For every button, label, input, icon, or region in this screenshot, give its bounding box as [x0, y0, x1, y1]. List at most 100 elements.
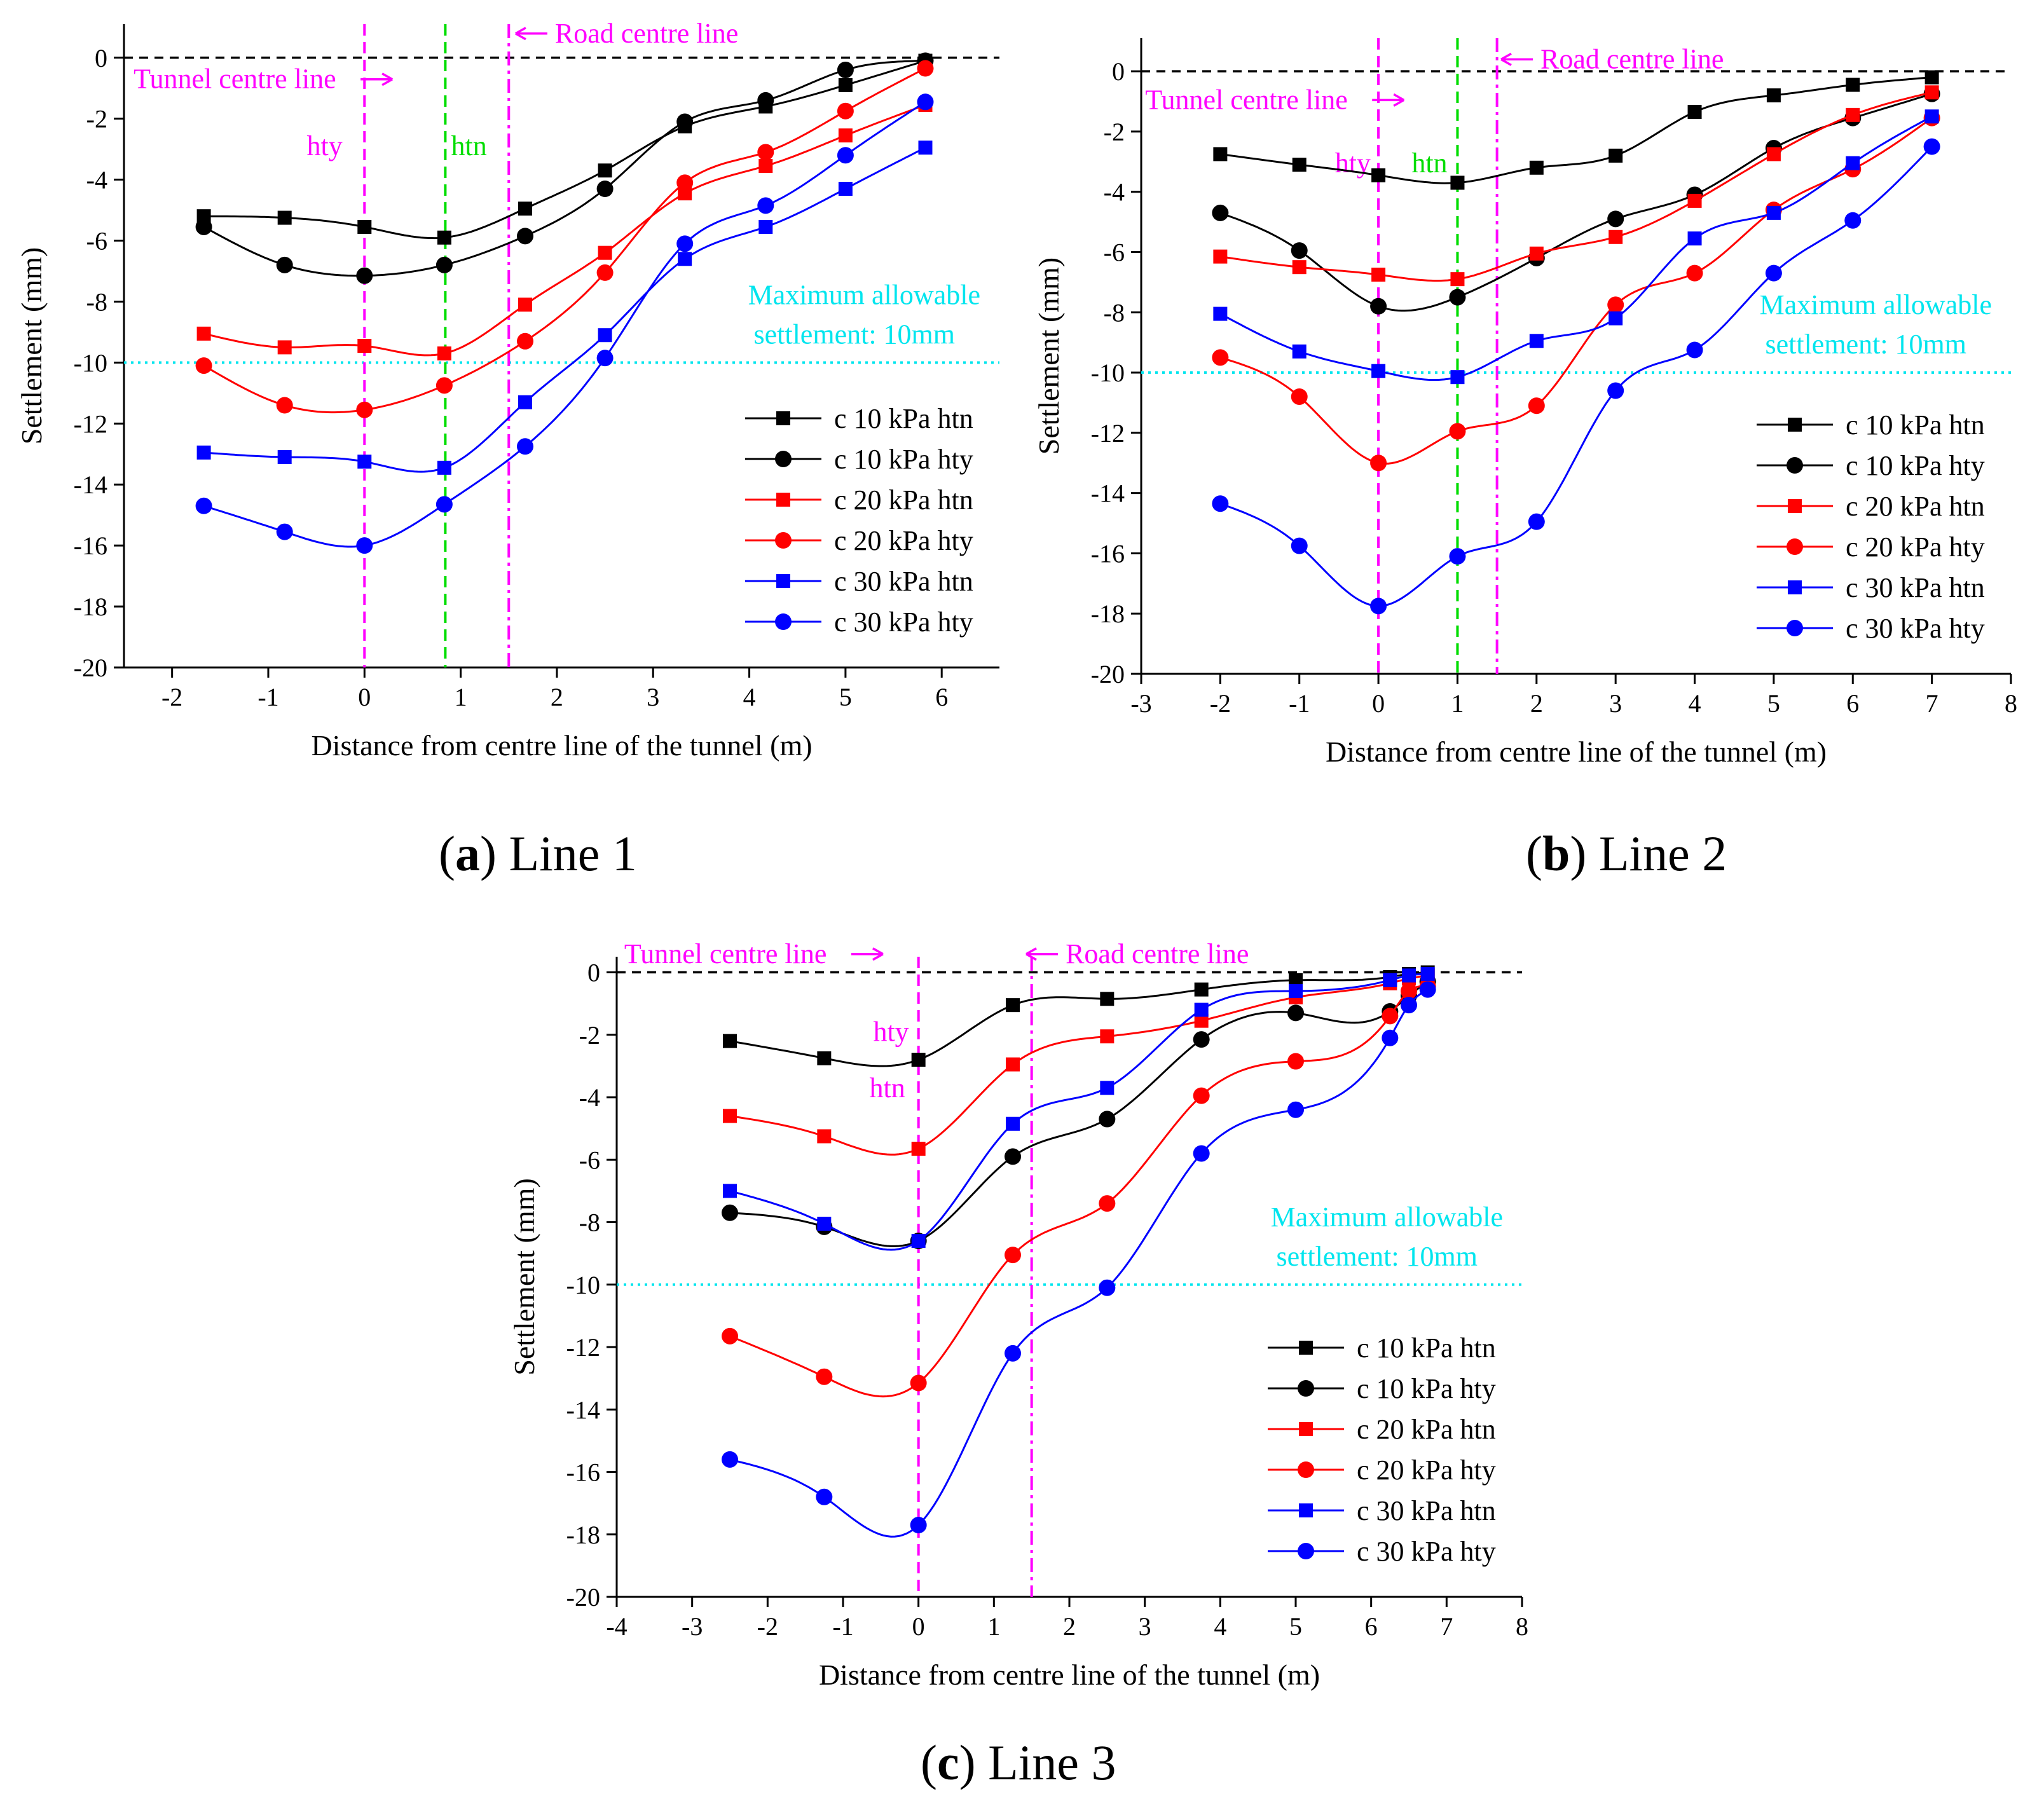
y-axis-label: Settlement (mm) [1032, 257, 1065, 455]
y-tick-label: -14 [74, 470, 107, 499]
legend-marker [1298, 1543, 1314, 1559]
data-point [1766, 88, 1781, 103]
legend-entry: c 30 kPa htn [1268, 1495, 1496, 1526]
data-point [1291, 388, 1308, 405]
data-point [356, 267, 373, 284]
legend-label: c 10 kPa htn [834, 403, 973, 434]
legend-label: c 30 kPa hty [1846, 613, 1985, 644]
data-point [1607, 210, 1624, 228]
data-point [195, 357, 212, 374]
x-tick-label: 4 [1689, 689, 1701, 718]
y-tick-label: -20 [1091, 660, 1125, 688]
y-tick-label: -2 [579, 1021, 600, 1050]
series-c-20-kpa-htn [196, 98, 933, 360]
legend-label: c 30 kPa htn [1846, 572, 1985, 603]
data-point [195, 218, 212, 235]
data-point [838, 78, 853, 92]
legend-entry: c 30 kPa htn [745, 566, 973, 597]
x-tick-label: 6 [1846, 689, 1859, 718]
data-point [1687, 193, 1702, 208]
data-point [1608, 311, 1623, 325]
data-point [1194, 1002, 1209, 1017]
legend-label: c 20 kPa htn [1846, 491, 1985, 522]
legend-entry: c 20 kPa htn [1268, 1414, 1496, 1445]
data-point [1193, 1145, 1210, 1162]
legend-marker [776, 411, 790, 425]
y-tick-label: -10 [566, 1271, 600, 1299]
y-axis-label: Settlement (mm) [15, 247, 48, 444]
data-point [436, 496, 453, 513]
annotation-arrow [1025, 947, 1059, 961]
threshold-label: settlement: 10mm [1765, 329, 1966, 360]
x-tick-label: 3 [1609, 689, 1622, 718]
data-point [1450, 370, 1465, 385]
data-point [722, 1327, 738, 1344]
data-point [1401, 983, 1417, 1000]
x-tick-label: 0 [1372, 689, 1385, 718]
legend-label: c 30 kPa hty [1357, 1536, 1496, 1567]
data-point [838, 128, 853, 143]
x-tick-label: 2 [1530, 689, 1543, 718]
series-line [729, 973, 1428, 1251]
x-tick-label: 5 [1767, 689, 1780, 718]
annotation-arrow [360, 72, 393, 86]
data-point [757, 144, 774, 161]
data-point [817, 1129, 832, 1144]
legend-marker [1787, 457, 1803, 474]
data-point [1402, 968, 1416, 983]
y-tick-label: -16 [74, 531, 107, 560]
y-tick-label: -4 [86, 166, 107, 195]
data-point [1289, 973, 1303, 987]
x-tick-label: 1 [987, 1612, 1000, 1641]
data-point [757, 92, 774, 109]
data-point [196, 445, 211, 460]
series-c-30-kpa-hty [722, 981, 1436, 1538]
annotation: hty [307, 130, 343, 161]
y-tick-label: -18 [74, 592, 107, 621]
y-tick-label: -18 [566, 1521, 600, 1549]
legend-marker [1788, 499, 1802, 513]
data-point [596, 180, 614, 197]
series-line [203, 146, 926, 473]
data-point [1193, 1087, 1210, 1104]
x-tick-label: 6 [1365, 1612, 1378, 1641]
data-point [1924, 70, 1939, 85]
chart-a: -2 -1 0 1 2 3 4 5 60-2-4-6-8-10-12-14-16-18-20Di… [15, 18, 999, 762]
legend-entry: c 20 kPa hty [1268, 1454, 1496, 1486]
series-c-20-kpa-hty [195, 60, 934, 418]
data-point [1005, 1148, 1021, 1165]
series-line [729, 971, 1428, 1067]
legend-entry: c 20 kPa hty [745, 525, 973, 556]
x-tick-label: -3 [1130, 689, 1151, 718]
series-line [1219, 93, 1933, 312]
data-point [917, 60, 934, 77]
legend-label: c 10 kPa hty [834, 444, 973, 475]
data-point [276, 256, 293, 273]
caption-c-text: Line 3 [975, 1735, 1116, 1790]
legend-marker [1299, 1341, 1313, 1355]
annotation: htn [1411, 147, 1447, 179]
data-point [1383, 973, 1397, 987]
legend-label: c 20 kPa hty [1846, 531, 1985, 563]
legend-label: c 30 kPa htn [1357, 1495, 1496, 1526]
data-point [1687, 105, 1702, 120]
data-point [1371, 268, 1386, 282]
data-point [1450, 175, 1465, 190]
legend-entry: c 10 kPa hty [745, 444, 973, 475]
legend-label: c 10 kPa htn [1357, 1332, 1496, 1364]
data-point [1213, 147, 1228, 161]
legend-entry: c 30 kPa htn [1757, 572, 1985, 603]
annotation-arrow [515, 27, 547, 41]
data-point [356, 401, 373, 418]
legend-entry: c 10 kPa hty [1757, 450, 1985, 481]
x-tick-label: -2 [161, 683, 182, 711]
series-line [203, 60, 926, 240]
data-point [1212, 495, 1229, 512]
x-tick-label: 0 [358, 683, 371, 711]
series-c-30-kpa-htn [196, 140, 933, 475]
series-c-20-kpa-hty [722, 978, 1436, 1398]
x-tick-label: 1 [1451, 689, 1464, 718]
caption-c-letter: c [936, 1735, 959, 1790]
data-point [1287, 1101, 1304, 1118]
data-point [1193, 1031, 1210, 1048]
